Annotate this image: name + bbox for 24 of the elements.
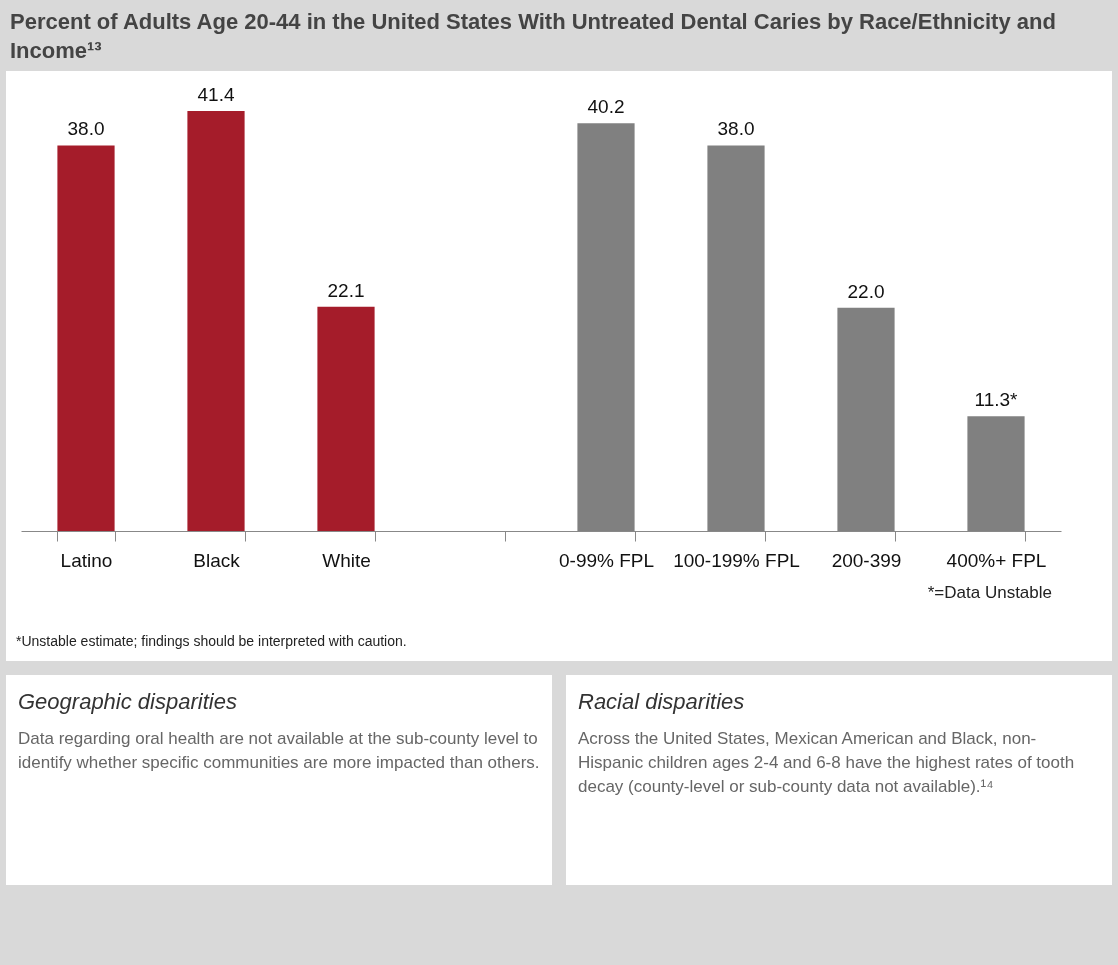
text: Geographic disparities [18, 689, 238, 716]
x-tick-label: Latino [60, 549, 113, 571]
data-label: 38.0 [67, 118, 105, 140]
data-label: 22.1 [327, 279, 365, 301]
text: *=Data Unstable [926, 583, 1052, 604]
bar [317, 306, 375, 532]
data-label: 41.4 [197, 84, 235, 106]
x-tick-label: 400%+ FPL [946, 549, 1047, 571]
data-label: 22.0 [847, 281, 885, 302]
x-tick-label: 0-99% FPL [558, 549, 655, 571]
bar [57, 145, 115, 532]
data-label: 38.0 [717, 118, 755, 140]
x-tick-label: 100-199% FPL [673, 549, 800, 571]
text: *Unstable estimate; findings should be interpreted with caution. [16, 633, 408, 650]
text: Across the United States, Mexican American and Black, non-Hispanic children ages 2-4 and 6-8 have the highest rates of tooth decay (county-level or sub-county data not available).¹⁴ [578, 728, 1076, 798]
x-tick-label: Black [193, 549, 241, 571]
text: Racial disparities [578, 689, 746, 716]
x-tick-label: 200-399 [831, 549, 902, 571]
text: Data regarding oral health are not available at the sub-county level to identify whether specific communities are more impacted than others. [18, 728, 540, 774]
data-label: 40.2 [587, 96, 625, 118]
x-tick-label: White [322, 549, 371, 571]
bar [187, 111, 245, 532]
chart-title: Percent of Adults Age 20-44 in the United States With Untreated Dental Caries by Race/Ethnicity and Income¹³ [9, 8, 1057, 65]
data-label: 11.3* [974, 389, 1019, 411]
